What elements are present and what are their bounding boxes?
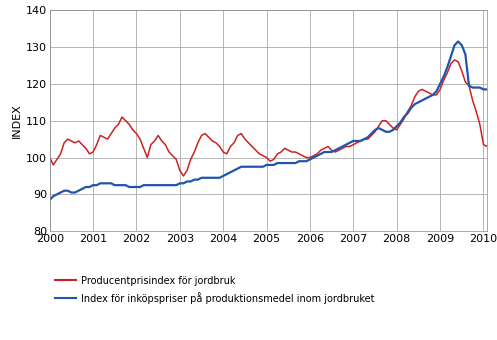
Legend: Producentprisindex för jordbruk, Index för inköpspriser på produktionsmedel inom: Producentprisindex för jordbruk, Index f… xyxy=(55,276,374,304)
Y-axis label: INDEX: INDEX xyxy=(11,103,22,138)
